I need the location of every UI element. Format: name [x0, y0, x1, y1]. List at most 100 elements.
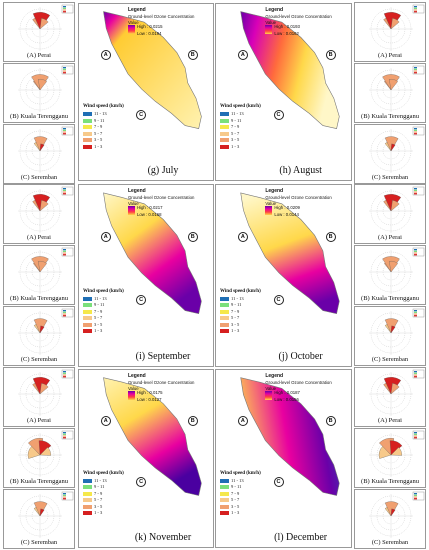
- rose-petal: [390, 508, 396, 517]
- mini-legend-swatch: [63, 6, 66, 8]
- wind-rose-left-0: (A) Perai: [3, 2, 75, 62]
- rose-petal: [38, 440, 52, 456]
- wind-rose-plot: [369, 247, 425, 294]
- mini-legend: [412, 126, 425, 136]
- rose-petal: [38, 261, 47, 273]
- rose-petal: [390, 383, 400, 395]
- mini-legend: [412, 65, 425, 75]
- map-caption: (h) August: [279, 165, 322, 176]
- peninsula-shape: [103, 192, 202, 315]
- rose-label: (C) Seremban: [371, 356, 409, 363]
- wind-legend-swatch: [83, 131, 92, 136]
- wind-rose-plot: [369, 126, 425, 173]
- wind-legend-title: Wind speed (km/h): [83, 470, 124, 476]
- wind-legend-swatch: [220, 144, 229, 149]
- station-marker-a: A: [100, 49, 111, 60]
- legend-value-label: Value: [265, 386, 276, 391]
- wind-legend-swatch: [220, 125, 229, 130]
- ozone-map: [240, 377, 340, 496]
- mini-legend-swatch: [63, 9, 66, 11]
- mini-legend-swatch: [414, 7, 417, 9]
- wind-legend-label: 1 - 3: [231, 143, 240, 149]
- legend-high: High : 0.0215: [136, 24, 163, 29]
- mini-legend: [412, 430, 425, 440]
- legend-color-ramp: [127, 391, 135, 400]
- mini-legend-swatch: [414, 9, 417, 11]
- rose-label: (C) Seremban: [20, 174, 58, 181]
- mini-legend-swatch: [414, 496, 417, 498]
- mini-legend-swatch: [63, 193, 66, 195]
- rose-label: (B) Kuala Terengganu: [361, 295, 419, 302]
- rose-petal: [390, 447, 402, 456]
- mini-legend-swatch: [414, 188, 417, 190]
- wind-legend-swatch: [220, 478, 229, 483]
- map-caption: (g) July: [147, 165, 179, 176]
- wind-legend-label: 5 - 7: [94, 497, 103, 503]
- legend-low: Low : 0.0156: [274, 397, 299, 402]
- wind-legend-swatch: [220, 329, 229, 334]
- station-marker-c: C: [136, 110, 147, 121]
- rose-petal: [389, 440, 403, 456]
- mini-legend-swatch: [63, 371, 66, 373]
- wind-legend-label: 7 - 9: [231, 124, 240, 130]
- station-marker-c: C: [273, 294, 284, 305]
- wind-rose-plot: [369, 186, 425, 233]
- mini-legend-swatch: [63, 7, 66, 9]
- legend-value-label: Value: [265, 201, 276, 206]
- mini-legend-swatch: [414, 250, 417, 252]
- rose-label: (A) Perai: [377, 417, 402, 424]
- mini-legend-swatch: [414, 129, 417, 131]
- wind-rose-right-8: (C) Seremban: [354, 489, 426, 549]
- wind-legend-swatch: [83, 118, 92, 123]
- wind-legend-label: 11 - 13: [94, 111, 107, 117]
- legend-value-label: Value: [127, 386, 139, 391]
- mini-legend-swatch: [63, 72, 66, 74]
- legend-high: High : 0.0187: [274, 390, 300, 395]
- wind-rose-plot: [18, 308, 74, 355]
- wind-legend-label: 11 - 13: [231, 111, 244, 117]
- wind-rose-right-5: (C) Seremban: [354, 306, 426, 366]
- legend-low: Low : 0.0127: [136, 397, 162, 402]
- mini-legend-swatch: [414, 67, 417, 69]
- mini-legend: [61, 126, 74, 136]
- wind-rose-right-3: (A) Perai: [354, 184, 426, 244]
- mini-legend-swatch: [414, 494, 417, 496]
- rose-petal: [39, 447, 51, 456]
- mini-legend-swatch: [414, 191, 417, 193]
- wind-legend-label: 5 - 7: [231, 315, 240, 321]
- legend-title: Legend: [265, 373, 284, 379]
- mini-legend: [61, 369, 74, 379]
- mini-legend-swatch: [63, 498, 66, 500]
- wind-legend-label: 3 - 5: [94, 321, 103, 327]
- station-marker-a: A: [100, 415, 111, 426]
- legend-color-ramp: [127, 206, 135, 215]
- legend-subtitle: Ground-level Ozone Concentration: [265, 14, 332, 19]
- mini-legend-swatch: [63, 310, 66, 312]
- rose-petal: [390, 143, 396, 152]
- mini-legend-swatch: [63, 11, 66, 13]
- legend-high: High : 0.0217: [136, 205, 163, 210]
- legend-color-ramp: [265, 206, 273, 215]
- rose-label: (A) Perai: [377, 52, 402, 59]
- wind-legend-label: 5 - 7: [94, 130, 103, 136]
- rose-label: (A) Perai: [26, 417, 51, 424]
- wind-legend-swatch: [83, 498, 92, 503]
- wind-legend-label: 7 - 9: [94, 308, 103, 314]
- station-marker-a: A: [237, 415, 248, 426]
- wind-legend-label: 11 - 13: [231, 477, 244, 483]
- wind-legend-title: Wind speed (km/h): [83, 288, 124, 294]
- wind-legend-label: 9 - 11: [94, 302, 105, 308]
- wind-rose-left-2: (C) Seremban: [3, 124, 75, 184]
- mini-legend-swatch: [63, 494, 66, 496]
- wind-legend-swatch: [83, 485, 92, 490]
- legend-low: Low : 0.0144: [274, 212, 299, 217]
- wind-rose-plot: [369, 4, 425, 51]
- wind-legend-label: 7 - 9: [94, 124, 103, 130]
- rose-label: (A) Perai: [377, 234, 402, 241]
- ozone-map: [103, 377, 202, 496]
- wind-rose-plot: [18, 369, 74, 416]
- mini-legend-swatch: [63, 432, 66, 434]
- mini-legend-swatch: [414, 11, 417, 13]
- station-marker-c: C: [273, 477, 284, 488]
- mini-legend-swatch: [63, 496, 66, 498]
